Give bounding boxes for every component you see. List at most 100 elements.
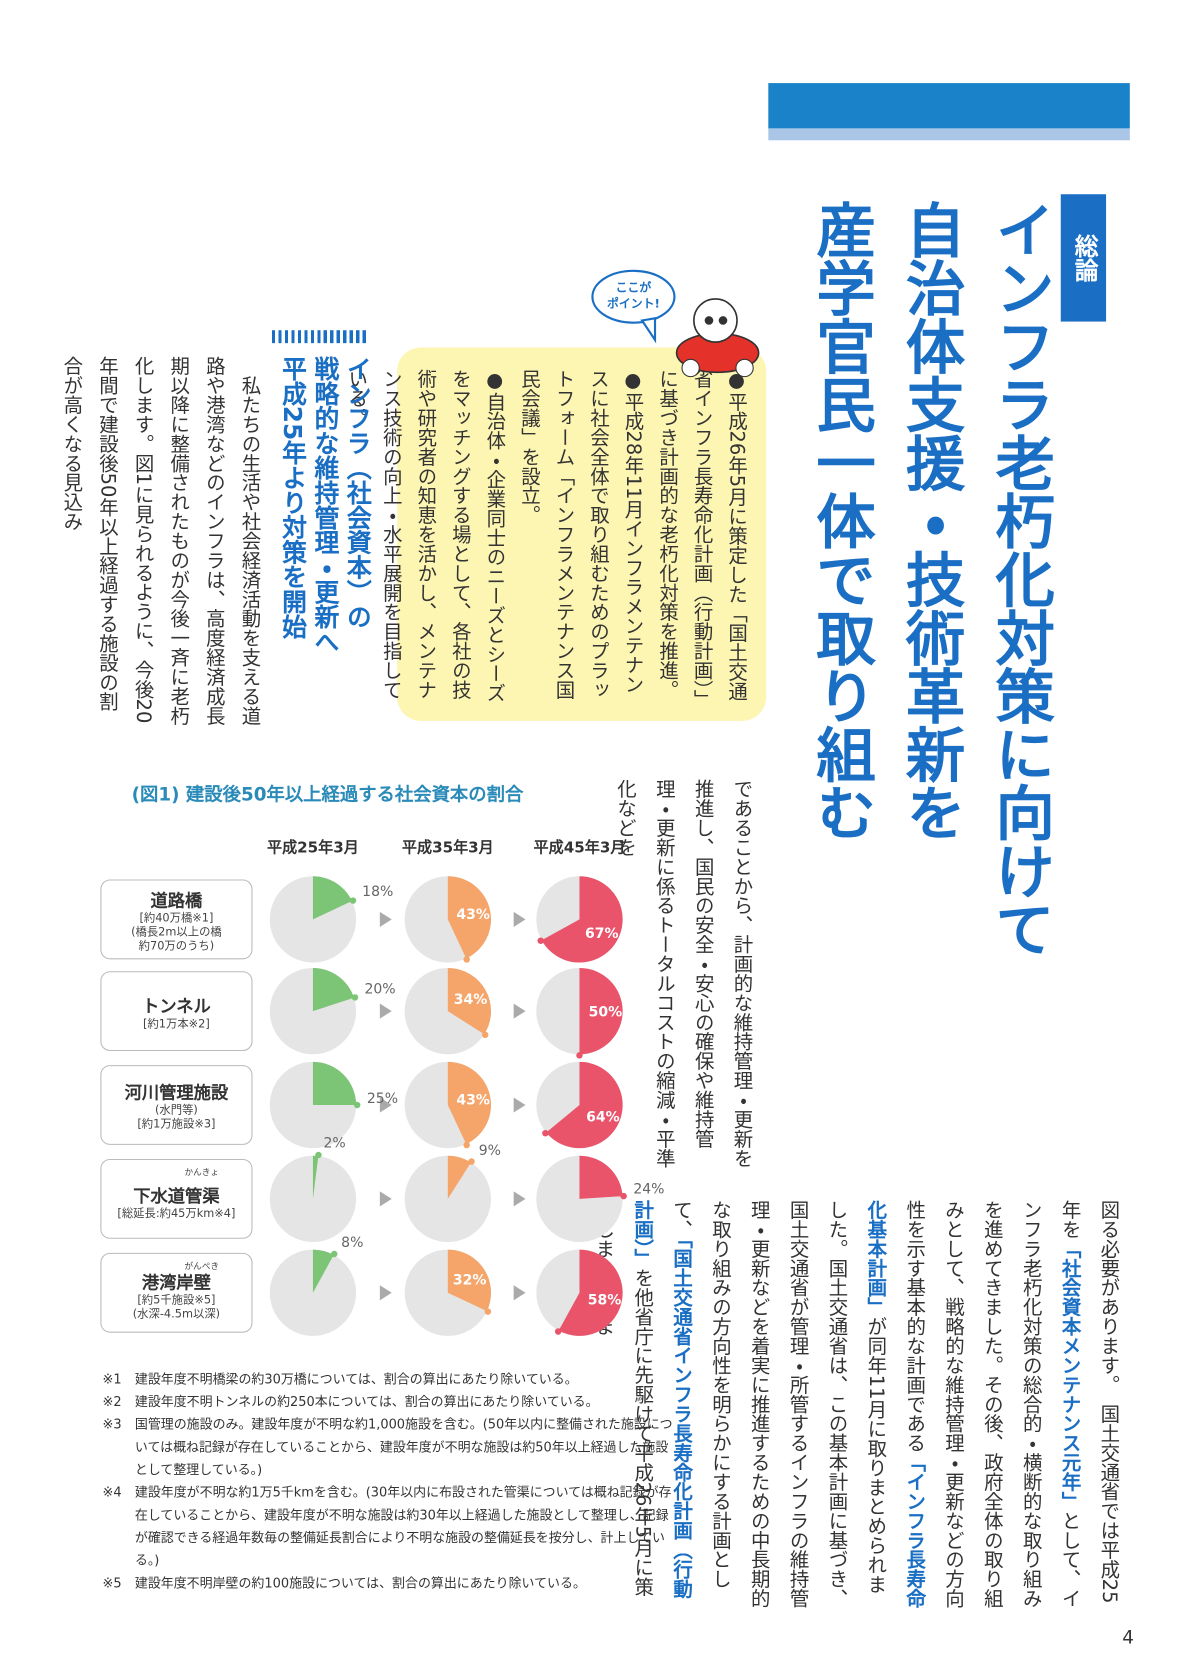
- value-label: 64%: [586, 1109, 620, 1125]
- row-name: トンネル: [142, 995, 211, 1016]
- value-label: 18%: [362, 884, 393, 900]
- value-label: 20%: [364, 982, 395, 998]
- row-note: (水門等): [155, 1103, 198, 1117]
- mascot-head: [693, 298, 738, 343]
- row-label-box: トンネル [約1万本※2]: [100, 971, 253, 1052]
- slice-end-dot: [463, 956, 470, 963]
- heading-line: インフラ（社会資本）の: [342, 356, 371, 630]
- title-line: 産学官民一体で取り組む: [806, 199, 876, 841]
- mascot: ここが ポイント!: [591, 269, 760, 378]
- arrow: [513, 1003, 526, 1019]
- footnote-text: 建設年度不明橋梁の約30万橋については、割合の算出にあたり除いている。: [134, 1371, 578, 1387]
- value-label: 8%: [341, 1235, 363, 1251]
- row-name: 河川管理施設: [124, 1082, 229, 1103]
- footnote: ※5 建設年度不明岸壁の約100施設については、割合の算出にあたり除いている。: [103, 1572, 675, 1595]
- point: ●平成28年11月インフラメンテナンスに社会全体で取り組むためのプラットフォーム…: [517, 369, 645, 700]
- pie-slice: [312, 1155, 319, 1199]
- pie-slice: [558, 1249, 623, 1336]
- footnote: ※4 建設年度が不明な約1万5千kmを含む。(30年以内に布設された管渠については…: [103, 1482, 675, 1573]
- value-label: 43%: [456, 907, 490, 923]
- slice-end-dot: [484, 1308, 492, 1315]
- text-segment: が同年11月に取りまとめられました。国土交通省は、この基本計画に基づき、国土交通…: [670, 1199, 888, 1608]
- pie-slice: [447, 1155, 471, 1199]
- point: ●自治体・企業同士のニーズとシーズをマッチングする場として、各社の技術や研究者の…: [345, 369, 507, 703]
- row-note: [約5千施設※5]: [137, 1293, 216, 1307]
- footnote-mark: ※5: [102, 1575, 122, 1591]
- point: ●平成26年5月に策定した「国土交通省インフラ長寿命化計画（行動計画）」に基づき…: [656, 369, 748, 709]
- balloon-text: ポイント!: [607, 297, 660, 311]
- balloon-shape: [591, 269, 676, 324]
- mascot-eye: [704, 316, 714, 325]
- row-name: 港湾岸壁: [141, 1272, 211, 1293]
- row-label-box: 河川管理施設 (水門等) [約1万施設※3]: [100, 1065, 253, 1145]
- arrow: [513, 911, 526, 927]
- pie-slice: [447, 876, 491, 959]
- balloon-tail: [640, 317, 657, 344]
- top-bar-stripe: [768, 128, 1130, 141]
- arrow: [513, 1285, 526, 1301]
- pie-slice: [312, 1249, 334, 1293]
- value-label: 24%: [633, 1182, 664, 1198]
- row-label-box: 下水道管渠 かんきょ [総延長:約45万km※4]: [100, 1158, 253, 1239]
- row-note: [総延長:約45万km※4]: [117, 1206, 236, 1220]
- slice-end-dot: [554, 1328, 562, 1335]
- footnote-mark: ※3: [102, 1416, 122, 1432]
- top-bar: [768, 83, 1130, 129]
- value-label: 67%: [585, 926, 619, 942]
- value-label: 58%: [588, 1293, 622, 1309]
- chart-title: (図1) 建設後50年以上経過する社会資本の割合: [131, 784, 524, 807]
- slice-end-dot: [349, 897, 357, 904]
- heading-line: 平成25年より対策を開始: [277, 356, 306, 639]
- pie-slice: [447, 967, 491, 1035]
- pie-slice: [579, 967, 623, 1055]
- slice-end-dot: [576, 1052, 583, 1059]
- mascot-wheel: [681, 358, 700, 378]
- points-text: ●平成26年5月に策定した「国土交通省インフラ長寿命化計画（行動計画）」に基づき…: [345, 369, 753, 712]
- pie-slice: [312, 1061, 357, 1105]
- body-text: 図る必要があります。 国土交通省では平成25年を「社会資本メンテナンス元年」とし…: [592, 1199, 1128, 1608]
- value-label: 34%: [454, 992, 488, 1008]
- footnote: ※1 建設年度不明橋梁の約30万橋については、割合の算出にあたり除いている。: [103, 1368, 675, 1391]
- pie-slice: [312, 876, 352, 920]
- slice-end-dot: [353, 1101, 361, 1109]
- row-name: 道路橋: [150, 889, 203, 911]
- slice-end-dot: [481, 1031, 489, 1039]
- arrow: [379, 911, 392, 927]
- body-text: であることから、計画的な維持管理・更新を推進し、国民の安全・安心の確保や維持管理…: [614, 779, 754, 1168]
- mascot-eye: [718, 316, 728, 325]
- ruby: かんきょ: [184, 1167, 220, 1178]
- value-label: 50%: [589, 1005, 623, 1021]
- arrow: [379, 1097, 392, 1113]
- pie-slice: [447, 1061, 491, 1145]
- arrow: [513, 1097, 526, 1113]
- column-header: 平成35年3月: [402, 838, 494, 856]
- footnote-text: 国管理の施設のみ。建設年度が不明な約1,000施設を含む。(50年以内に整備され…: [134, 1416, 673, 1478]
- footnote-mark: ※2: [102, 1394, 122, 1410]
- row-note: [約1万本※2]: [143, 1017, 210, 1031]
- footnote-text: 建設年度不明トンネルの約250本については、割合の算出にあたり除いている。: [134, 1394, 599, 1410]
- slice-end-dot: [537, 937, 544, 944]
- ruby: がんぺき: [184, 1261, 220, 1272]
- footnote: ※3 国管理の施設のみ。建設年度が不明な約1,000施設を含む。(50年以内に整備…: [103, 1414, 675, 1482]
- value-label: 25%: [367, 1091, 398, 1107]
- slice-end-dot: [468, 1158, 475, 1165]
- body-text: 私たちの生活や社会経済活動を支える道路や港湾などのインフラは、高度経済成長期以降…: [60, 356, 262, 726]
- slice-end-dot: [331, 1250, 338, 1258]
- arrow: [379, 1191, 392, 1207]
- row-label-box: 道路橋 [約40万橋※1] (橋長2m以上の橋 約70万のうち): [100, 879, 253, 960]
- row-note: (橋長2m以上の橋: [131, 925, 222, 939]
- title-line: インフラ老朽化対策に向けて: [985, 199, 1055, 958]
- row-note: [約1万施設※3]: [137, 1117, 216, 1131]
- pie-slice: [447, 1249, 491, 1312]
- pie-slice: [546, 1061, 623, 1149]
- footnote-mark: ※1: [102, 1371, 122, 1387]
- page-number: 4: [1122, 1627, 1134, 1649]
- row-label-box: 港湾岸壁 がんぺき [約5千施設※5] (水深-4.5m以深): [100, 1252, 253, 1333]
- heading-stripe: [271, 330, 367, 344]
- row-note: [約40万橋※1]: [139, 911, 214, 925]
- row-note: 約70万のうち): [138, 939, 215, 953]
- value-label: 2%: [323, 1135, 345, 1151]
- slice-end-dot: [542, 1129, 549, 1137]
